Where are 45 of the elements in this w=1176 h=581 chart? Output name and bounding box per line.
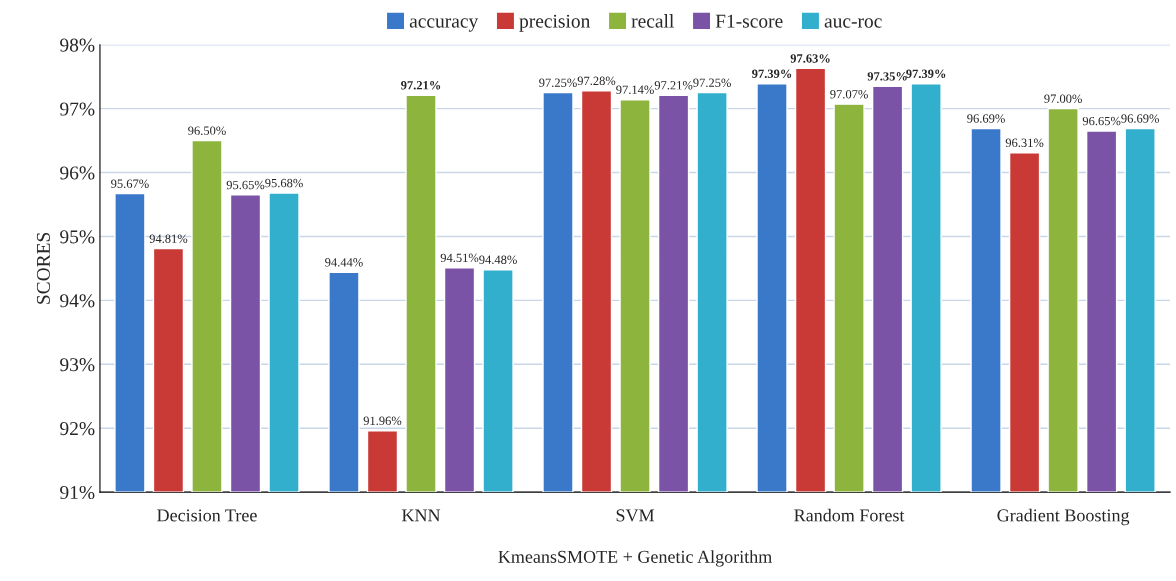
data-label: 94.81% (149, 234, 188, 243)
data-label: 95.67% (111, 179, 149, 188)
legend-label: precision (519, 14, 591, 32)
x-tick-label: Decision Tree (157, 509, 257, 522)
legend-label: auc-roc (824, 18, 882, 28)
data-label: 95.65% (226, 180, 265, 190)
data-label: 97.39% (906, 69, 946, 79)
data-label: 96.31% (1005, 138, 1044, 148)
data-label: 97.21% (401, 81, 441, 90)
data-label: 97.21% (654, 81, 693, 90)
data-label: 97.35% (867, 72, 907, 81)
y-tick-label: 93% (60, 358, 95, 372)
data-label: 96.50% (188, 126, 226, 135)
y-tick-label: 95% (60, 230, 95, 244)
data-label: 91.96% (363, 416, 402, 426)
y-tick-label: 96% (60, 166, 95, 180)
data-label: 97.00% (1044, 94, 1082, 103)
data-label: 97.25% (693, 78, 731, 87)
y-tick-label: 97% (60, 102, 95, 116)
data-label: 97.07% (830, 90, 868, 99)
x-axis-title: KmeansSMOTE + Genetic Algorithm (498, 550, 772, 567)
data-label: 94.51% (440, 253, 479, 263)
y-tick-label: 94% (60, 294, 95, 308)
x-tick-label: Gradient Boosting (997, 508, 1130, 526)
data-label: 96.65% (1082, 116, 1121, 126)
data-label: 94.48% (479, 255, 517, 265)
data-label: 97.14% (616, 85, 654, 95)
y-tick-label: 92% (60, 422, 95, 436)
data-label: 97.28% (577, 76, 616, 86)
data-label: 95.68% (265, 178, 303, 188)
x-tick-label: KNN (401, 509, 441, 522)
data-label: 96.69% (1121, 114, 1159, 123)
legend-label: accuracy (409, 18, 479, 32)
data-label: 97.25% (539, 78, 577, 87)
data-label: 94.44% (325, 258, 363, 267)
y-axis-title: SCORES (36, 232, 50, 304)
x-tick-label: Random Forest (794, 508, 905, 522)
legend-label: recall (631, 14, 674, 28)
y-tick-label: 98% (60, 38, 95, 52)
x-tick-label: SVM (616, 509, 655, 522)
data-label: 97.39% (752, 69, 792, 79)
y-tick-label: 91% (60, 485, 95, 500)
legend-label: F1-score (715, 14, 783, 28)
data-label: 97.63% (790, 54, 830, 63)
data-label: 96.69% (967, 114, 1005, 123)
